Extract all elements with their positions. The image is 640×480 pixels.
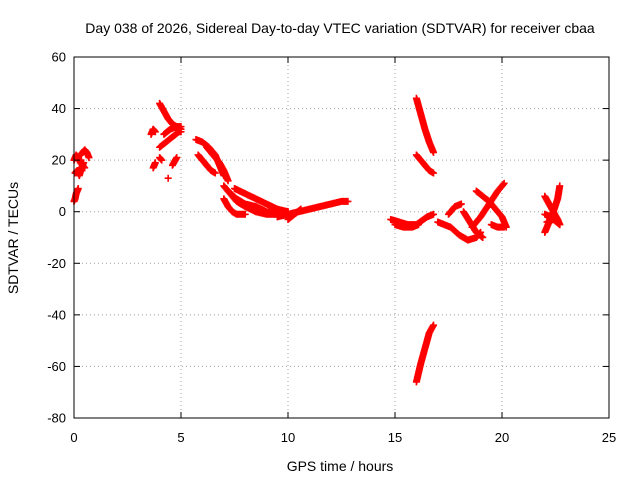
grid-lines (74, 57, 609, 418)
y-tick-label: -60 (47, 359, 66, 374)
data-point (430, 169, 438, 177)
data-point (457, 200, 465, 208)
data-point (430, 148, 438, 156)
x-tick-label: 15 (388, 430, 402, 445)
data-point (164, 174, 172, 182)
data-point (499, 180, 507, 188)
y-tick-label: 60 (52, 50, 66, 65)
x-tick-label: 0 (70, 430, 77, 445)
data-point (85, 154, 93, 162)
data-point (158, 156, 166, 164)
data-point (297, 205, 305, 213)
data-point (344, 197, 352, 205)
data-point (430, 321, 438, 329)
x-tick-label: 10 (281, 430, 295, 445)
data-point (241, 210, 249, 218)
y-tick-label: -20 (47, 256, 66, 271)
axis-ticks: 0 5 10 15 20 25 -80 -60 -40 -20 0 20 40 60 (47, 50, 616, 446)
data-point (430, 210, 438, 218)
data-point (556, 182, 564, 190)
data-point (173, 154, 181, 162)
data-point (556, 221, 564, 229)
data-point (211, 169, 219, 177)
data-point (500, 223, 508, 231)
data-point (224, 177, 232, 185)
y-tick-label: 0 (59, 204, 66, 219)
data-point (151, 128, 159, 136)
data-point (500, 179, 508, 187)
data-point (415, 221, 423, 229)
data-point (74, 185, 82, 193)
y-tick-label: -40 (47, 307, 66, 322)
y-tick-label: 20 (52, 153, 66, 168)
x-tick-label: 5 (177, 430, 184, 445)
data-point (80, 159, 88, 167)
data-point (177, 123, 185, 131)
x-tick-label: 20 (495, 430, 509, 445)
data-point (151, 159, 159, 167)
y-tick-label: -80 (47, 411, 66, 426)
y-axis-label: SDTVAR / TECUs (5, 182, 21, 294)
x-axis-label: GPS time / hours (287, 458, 394, 474)
x-tick-label: 25 (602, 430, 616, 445)
data-points (70, 94, 564, 386)
data-point (479, 234, 487, 241)
chart-title: Day 038 of 2026, Sidereal Day-to-day VTE… (85, 20, 595, 36)
plot-frame (73, 56, 610, 419)
y-tick-label: 40 (52, 101, 66, 116)
